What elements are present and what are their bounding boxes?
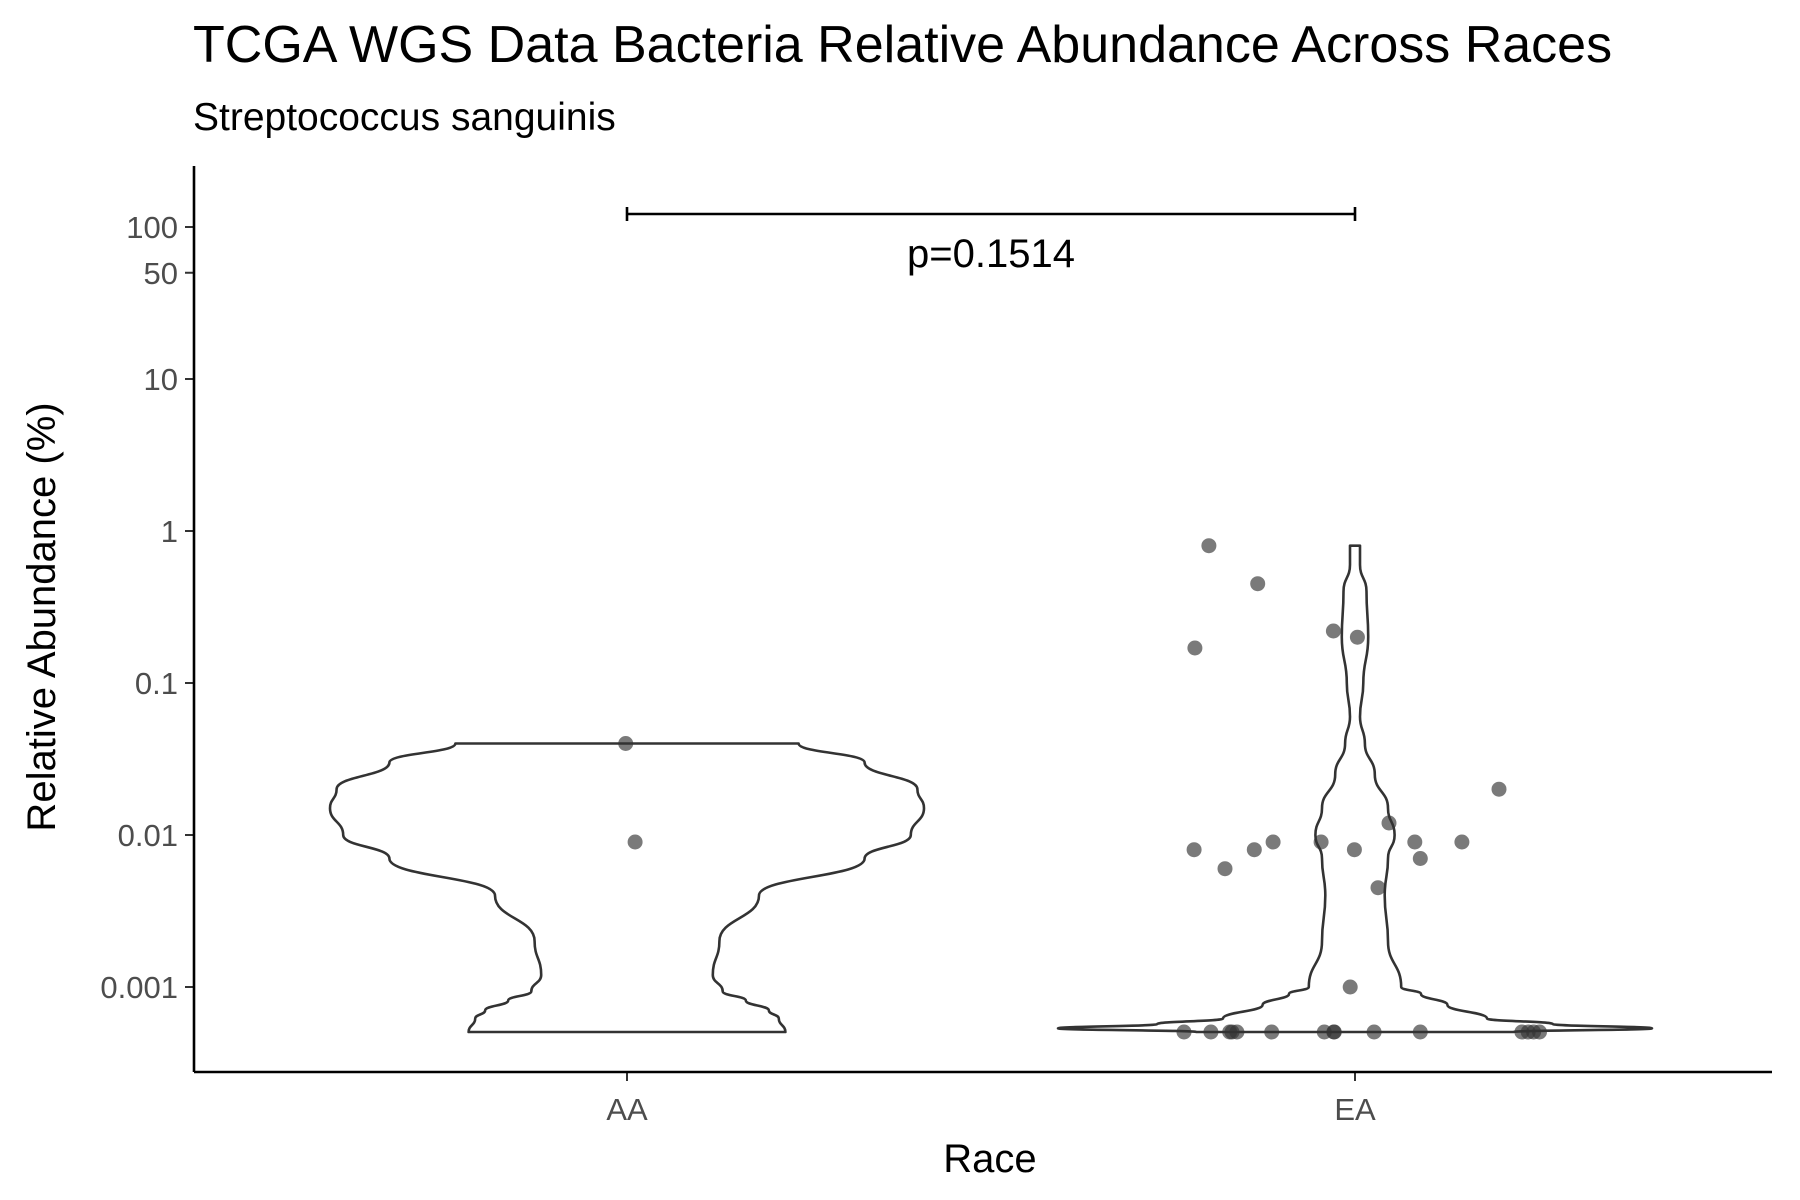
data-point xyxy=(1187,640,1203,656)
data-point xyxy=(1176,1024,1192,1040)
y-tick-label: 1 xyxy=(161,514,178,549)
data-point xyxy=(1313,834,1329,850)
y-axis-title: Relative Abundance (%) xyxy=(20,402,64,831)
data-point xyxy=(1370,880,1386,896)
p-value-label: p=0.1514 xyxy=(907,232,1075,276)
data-point xyxy=(1203,1024,1219,1040)
data-point xyxy=(1342,979,1358,995)
chart-title: TCGA WGS Data Bacteria Relative Abundanc… xyxy=(193,16,1612,74)
x-axis-title: Race xyxy=(943,1137,1036,1181)
data-point xyxy=(1246,842,1262,858)
y-tick-label: 0.01 xyxy=(118,818,178,853)
data-point xyxy=(1346,842,1362,858)
x-axis-ticks: AA EA xyxy=(606,1072,1376,1127)
data-point xyxy=(1366,1024,1382,1040)
x-tick-label: EA xyxy=(1334,1092,1376,1127)
data-point xyxy=(1264,1024,1280,1040)
data-point xyxy=(1222,1024,1238,1040)
violin-ea xyxy=(1056,544,1654,1034)
data-point xyxy=(1217,861,1233,877)
y-tick-label: 10 xyxy=(144,362,178,397)
y-tick-label: 0.001 xyxy=(100,970,178,1005)
chart-subtitle: Streptococcus sanguinis xyxy=(193,96,616,139)
data-point xyxy=(1186,842,1202,858)
data-point xyxy=(1381,815,1397,831)
data-point xyxy=(1265,834,1281,850)
data-point xyxy=(1407,834,1423,850)
violins xyxy=(328,544,1654,1034)
data-point xyxy=(1454,834,1470,850)
y-tick-label: 0.1 xyxy=(135,666,178,701)
data-point xyxy=(1349,629,1365,645)
y-tick-label: 100 xyxy=(126,210,178,245)
data-point xyxy=(1201,538,1217,554)
data-point xyxy=(1412,1024,1428,1040)
data-point xyxy=(1520,1024,1536,1040)
data-point xyxy=(1412,851,1428,866)
data-point xyxy=(627,834,643,850)
violin-aa xyxy=(328,742,926,1034)
data-point xyxy=(1325,623,1341,639)
data-point xyxy=(1326,1024,1342,1040)
data-point xyxy=(1532,1024,1547,1040)
data-point xyxy=(1250,576,1266,592)
x-tick-label: AA xyxy=(606,1092,648,1127)
data-points xyxy=(618,538,1547,1040)
y-tick-label: 50 xyxy=(144,256,178,291)
data-point xyxy=(618,736,634,751)
y-axis-ticks: 100 50 10 1 0.1 0.01 0.001 xyxy=(100,210,194,1005)
data-point xyxy=(1491,781,1507,797)
significance-bracket: p=0.1514 xyxy=(625,207,1357,276)
